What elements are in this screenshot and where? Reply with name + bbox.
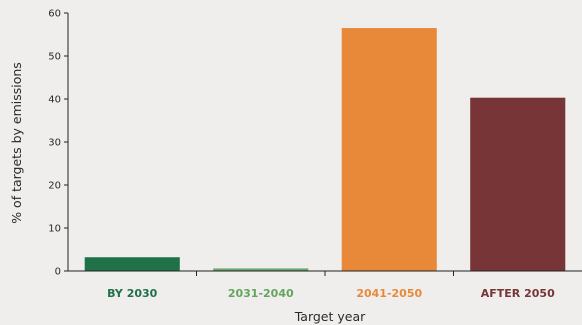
y-tick-label: 10: [48, 224, 61, 235]
y-tick-label: 60: [48, 9, 61, 20]
y-tick-label: 50: [48, 52, 61, 63]
y-tick-label: 0: [55, 267, 61, 278]
y-tick-label: 20: [48, 181, 61, 192]
x-axis: BY 2030 2031-2040 2041-2050 AFTER 2050: [68, 270, 582, 300]
bar: [84, 257, 180, 271]
x-tick-label: 2041-2050: [356, 287, 422, 300]
y-axis-title: % of targets by emissions: [9, 62, 24, 224]
x-tick-label: 2031-2040: [228, 287, 294, 300]
x-tick-label: AFTER 2050: [481, 287, 555, 300]
x-axis-title: Target year: [294, 309, 366, 324]
bar: [341, 28, 437, 271]
bar: [213, 268, 309, 271]
bar: [470, 97, 566, 272]
y-tick-label: 40: [48, 95, 61, 106]
y-tick-label: 30: [48, 138, 61, 149]
bars: [84, 28, 566, 272]
x-tick-label: BY 2030: [107, 287, 158, 300]
y-axis: 0 10 20 30 40 50 60: [48, 9, 69, 278]
